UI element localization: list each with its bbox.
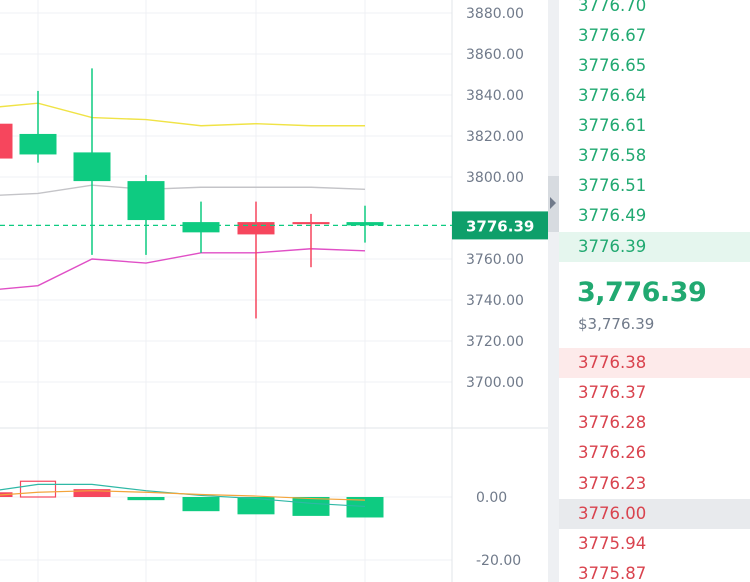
price-tick-label: 3840.00 (466, 88, 524, 104)
histogram-bar (182, 497, 220, 512)
ask-row[interactable]: 3776.49 (559, 201, 750, 231)
ask-price: 3776.67 (578, 26, 647, 45)
moving-average-line (0, 184, 366, 196)
last-price-tag: 3776.39 (466, 217, 534, 235)
caret-right-icon (550, 197, 556, 209)
price-tick-label: 3700.00 (466, 375, 524, 391)
candle-body[interactable] (19, 133, 57, 155)
bid-row[interactable]: 3775.94 (559, 529, 750, 559)
moving-average-line (0, 248, 366, 290)
indicator-tick-label: 0.00 (476, 490, 507, 506)
ask-row[interactable]: 3776.67 (559, 21, 750, 51)
bid-row-best[interactable]: 3776.38 (559, 348, 750, 378)
price-tick-label: 3800.00 (466, 170, 524, 186)
ask-price: 3776.70 (578, 0, 647, 15)
price-tick-label: 3880.00 (466, 6, 524, 22)
mid-price-block: 3,776.39 $3,776.39 (559, 263, 750, 345)
ask-row[interactable]: 3776.65 (559, 51, 750, 81)
ask-row[interactable]: 3776.61 (559, 111, 750, 141)
candle-body[interactable] (127, 181, 165, 221)
histogram-bar (19, 480, 57, 498)
histogram-bar (346, 497, 384, 518)
bid-row[interactable]: 3776.23 (559, 469, 750, 499)
candle-body[interactable] (237, 222, 275, 235)
bid-price: 3775.87 (578, 564, 647, 582)
bid-row[interactable]: 3776.26 (559, 438, 750, 468)
moving-average-line (0, 102, 365, 127)
order-book: 3776.70 3776.67 3776.65 3776.64 3776.61 … (559, 0, 750, 582)
ask-price: 3776.39 (578, 237, 647, 256)
bid-price: 3776.38 (578, 353, 647, 372)
bid-price: 3776.26 (578, 443, 647, 462)
price-tick-label: 3740.00 (466, 293, 524, 309)
candle-body[interactable] (292, 222, 330, 225)
bid-row[interactable]: 3776.00 (559, 499, 750, 529)
price-tick-label: 3820.00 (466, 129, 524, 145)
signal-line (0, 490, 366, 501)
ask-price: 3776.64 (578, 86, 647, 105)
panel-divider (548, 0, 559, 582)
ask-row[interactable]: 3776.70 (559, 0, 750, 21)
histogram-bar (292, 497, 330, 516)
ask-row[interactable]: 3776.64 (559, 81, 750, 111)
ask-row[interactable]: 3776.58 (559, 141, 750, 171)
candlestick-chart-panel[interactable]: 3880.00 3860.00 3840.00 3820.00 3800.00 3760.… (0, 0, 548, 582)
ask-price: 3776.51 (578, 176, 647, 195)
indicator-tick-label: -20.00 (476, 553, 521, 569)
candle-body[interactable] (346, 222, 384, 226)
ask-row[interactable]: 3776.51 (559, 171, 750, 201)
bid-row[interactable]: 3775.87 (559, 559, 750, 582)
bid-price: 3776.37 (578, 383, 647, 402)
last-price-usd: $3,776.39 (578, 315, 655, 333)
last-price-marker (452, 211, 548, 240)
candle-body[interactable] (0, 123, 13, 159)
last-price: 3,776.39 (577, 277, 707, 308)
histogram-bar (127, 497, 165, 501)
candle-body[interactable] (73, 152, 111, 182)
ask-price: 3776.61 (578, 116, 647, 135)
ask-price: 3776.49 (578, 206, 647, 225)
bid-price: 3776.00 (578, 504, 647, 523)
bid-price: 3776.28 (578, 413, 647, 432)
bid-row[interactable]: 3776.28 (559, 408, 750, 438)
histogram-bar (237, 497, 275, 515)
candle-body[interactable] (182, 222, 220, 233)
bid-row[interactable]: 3776.37 (559, 378, 750, 408)
ask-row-best[interactable]: 3776.39 (559, 232, 750, 262)
bid-price: 3775.94 (578, 534, 647, 553)
price-tick-label: 3720.00 (466, 334, 524, 350)
histogram-bar (73, 489, 111, 497)
ask-price: 3776.65 (578, 56, 647, 75)
price-tick-label: 3760.00 (466, 252, 524, 268)
candlestick-chart[interactable]: 3880.00 3860.00 3840.00 3820.00 3800.00 3760.… (0, 0, 548, 582)
price-tick-label: 3860.00 (466, 47, 524, 63)
ask-price: 3776.58 (578, 146, 647, 165)
bid-price: 3776.23 (578, 474, 647, 493)
panel-collapse-handle[interactable] (548, 176, 559, 232)
